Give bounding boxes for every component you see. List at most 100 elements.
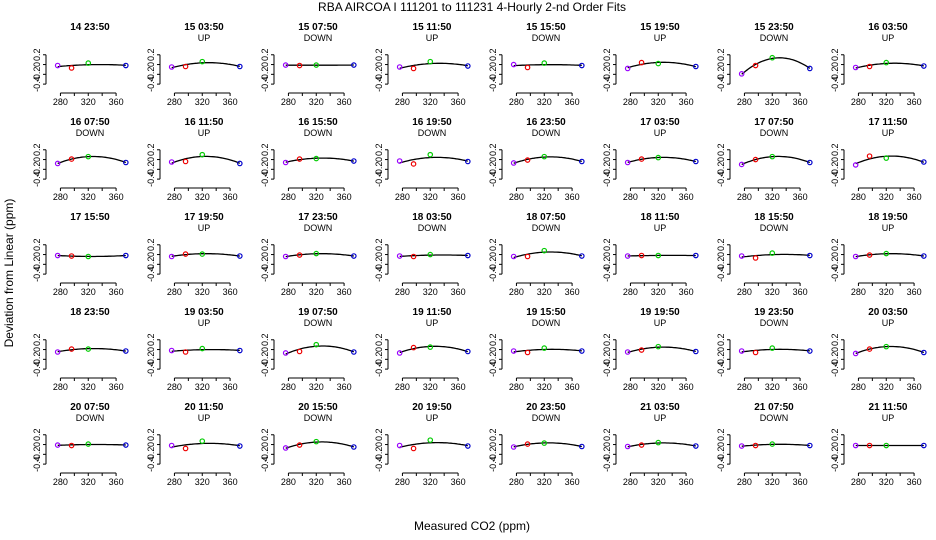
data-point <box>510 348 517 354</box>
y-tick-label: 0.2 <box>374 144 384 157</box>
data-point <box>921 159 927 165</box>
fit-curve <box>57 155 127 165</box>
y-tick-label: 0 <box>32 347 42 352</box>
data-point <box>313 341 320 348</box>
y-tick-label: -0.2 <box>32 352 42 368</box>
y-tick-label: -0.4 <box>602 76 612 92</box>
fit-curve <box>513 251 582 259</box>
y-tick-label: 0.2 <box>830 429 840 442</box>
y-tick-label: -0.4 <box>146 266 156 282</box>
y-tick-label: -0.2 <box>146 447 156 463</box>
data-point <box>182 63 189 70</box>
y-tick-label: -0.4 <box>146 171 156 187</box>
data-point <box>465 252 471 259</box>
panel-title: 20 07:50 <box>70 402 110 413</box>
x-tick-label: 320 <box>423 477 438 487</box>
y-tick-label: 0.2 <box>146 334 156 347</box>
y-tick-label: 0 <box>830 347 840 352</box>
fit-curve <box>513 156 582 164</box>
y-tick-label: 0 <box>602 62 612 67</box>
data-point <box>199 251 206 257</box>
data-point <box>182 251 189 257</box>
fit-curve <box>627 156 696 164</box>
data-point <box>752 349 759 356</box>
fit-curve <box>627 346 696 354</box>
panel-mode-label: UP <box>882 318 895 328</box>
data-point <box>693 158 699 165</box>
x-tick-label: 360 <box>793 192 808 202</box>
x-tick-label: 320 <box>765 287 780 297</box>
data-point <box>852 253 859 260</box>
data-point <box>852 162 859 168</box>
fit-curve <box>285 345 355 355</box>
y-tick-label: -0.4 <box>146 361 156 377</box>
y-tick-label: 0.2 <box>488 49 498 62</box>
y-tick-label: 0.2 <box>146 429 156 442</box>
fit-curve <box>513 64 582 67</box>
x-tick-label: 280 <box>53 477 68 487</box>
panel-mode-label: DOWN <box>304 413 333 423</box>
x-tick-label: 280 <box>167 97 182 107</box>
y-tick-label: -0.4 <box>602 266 612 282</box>
data-point <box>541 60 548 66</box>
fit-curve <box>171 155 241 164</box>
y-tick-label: -0.2 <box>260 162 270 178</box>
data-point <box>883 442 890 449</box>
data-point <box>85 60 92 66</box>
data-point <box>807 348 813 354</box>
y-tick-label: 0 <box>374 442 384 447</box>
x-tick-label: 320 <box>651 287 666 297</box>
x-tick-label: 320 <box>195 382 210 392</box>
fit-curve <box>855 345 925 355</box>
panel-title: 17 23:50 <box>298 212 338 223</box>
y-tick-label: -0.2 <box>374 447 384 463</box>
y-tick-label: 0.2 <box>488 334 498 347</box>
data-point <box>921 349 927 356</box>
y-tick-label: -0.2 <box>602 257 612 273</box>
data-point <box>510 253 517 260</box>
x-tick-label: 320 <box>651 382 666 392</box>
panel-title: 19 15:50 <box>526 307 566 318</box>
x-tick-label: 360 <box>907 477 922 487</box>
data-point <box>579 62 585 69</box>
data-point <box>655 343 662 350</box>
panel-title: 16 23:50 <box>526 117 566 128</box>
panel-title: 19 23:50 <box>754 307 794 318</box>
data-point <box>738 161 745 168</box>
x-tick-label: 320 <box>765 477 780 487</box>
x-tick-label: 360 <box>679 287 694 297</box>
panel-mode-label: DOWN <box>304 128 333 138</box>
data-point <box>168 347 175 354</box>
fit-curve <box>741 253 810 258</box>
data-point <box>168 159 175 165</box>
y-tick-label: 0 <box>602 157 612 162</box>
x-tick-label: 320 <box>765 97 780 107</box>
y-tick-label: 0 <box>488 157 498 162</box>
data-point <box>921 253 927 259</box>
y-tick-label: 0 <box>374 62 384 67</box>
x-tick-label: 360 <box>907 97 922 107</box>
x-tick-label: 280 <box>281 97 296 107</box>
x-tick-label: 360 <box>679 97 694 107</box>
fit-curve <box>627 442 696 448</box>
panel-title: 15 23:50 <box>754 22 794 33</box>
panel-title: 15 03:50 <box>184 22 224 33</box>
data-point <box>807 252 813 259</box>
data-point <box>852 442 859 449</box>
y-tick-label: -0.2 <box>374 67 384 83</box>
x-tick-label: 280 <box>53 382 68 392</box>
y-tick-label: 0.2 <box>32 144 42 157</box>
fit-curve <box>285 157 354 163</box>
y-tick-label: 0.2 <box>260 429 270 442</box>
y-tick-label: -0.2 <box>374 352 384 368</box>
panel-title: 19 07:50 <box>298 307 338 318</box>
y-tick-label: 0 <box>260 442 270 447</box>
